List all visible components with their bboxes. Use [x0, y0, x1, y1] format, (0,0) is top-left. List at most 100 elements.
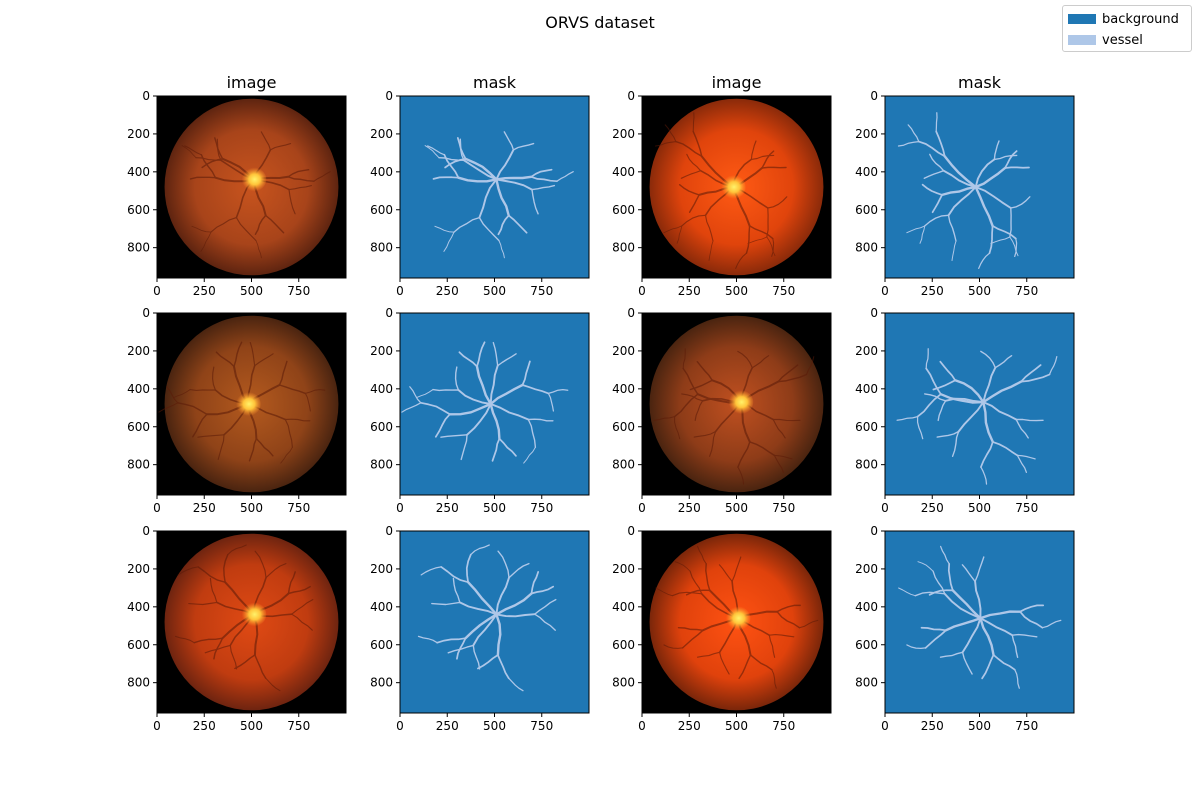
- x-tick-label: 500: [968, 284, 991, 298]
- panel-image: [157, 531, 346, 713]
- mask-background: [885, 96, 1074, 278]
- subplot-r2-c2: 0 250 500 750 0 200 400 600 800: [370, 306, 590, 515]
- x-tick-label: 750: [772, 719, 795, 733]
- panel-image: [400, 96, 589, 278]
- subplot-title: mask: [958, 73, 1002, 92]
- y-tick-label: 200: [612, 127, 635, 141]
- y-tick-label: 200: [127, 562, 150, 576]
- y-tick-label: 800: [855, 241, 878, 255]
- mask-vessels: [896, 348, 1058, 485]
- y-tick-label: 800: [855, 676, 878, 690]
- y-tick-label: 0: [385, 524, 393, 538]
- y-tick-label: 200: [855, 562, 878, 576]
- fundus-vessels: [655, 545, 819, 689]
- figure-title: ORVS dataset: [545, 13, 655, 32]
- subplot-r1-c1: image 0 250 500 750 0 200 400 600 800: [127, 73, 347, 298]
- optic-disc: [234, 392, 261, 416]
- x-tick-label: 0: [153, 501, 161, 515]
- y-tick-label: 400: [855, 382, 878, 396]
- x-tick-label: 0: [396, 719, 404, 733]
- x-tick-label: 500: [240, 719, 263, 733]
- y-tick-label: 800: [612, 241, 635, 255]
- panel-image: [885, 313, 1074, 495]
- y-tick-label: 400: [612, 165, 635, 179]
- mask-background: [400, 531, 589, 713]
- x-tick-label: 750: [530, 284, 553, 298]
- x-tick-label: 0: [396, 501, 404, 515]
- mask-vessels: [898, 545, 1062, 689]
- subplot-r2-c3: 0 250 500 750 0 200 400 600 800: [612, 306, 832, 515]
- panel-image: [642, 313, 831, 495]
- x-tick-label: 750: [287, 719, 310, 733]
- optic-disc: [240, 602, 267, 627]
- y-tick-label: 0: [142, 524, 150, 538]
- x-tick-label: 250: [193, 501, 216, 515]
- x-tick-label: 250: [921, 501, 944, 515]
- y-tick-label: 0: [870, 524, 878, 538]
- subplot-title: image: [712, 73, 762, 92]
- y-tick-label: 200: [127, 344, 150, 358]
- y-tick-label: 600: [855, 638, 878, 652]
- mask-background: [885, 313, 1074, 495]
- mask-vessels: [424, 131, 574, 259]
- y-tick-label: 200: [370, 127, 393, 141]
- y-tick-label: 600: [370, 203, 393, 217]
- y-tick-label: 0: [627, 306, 635, 320]
- mask-vessels: [417, 544, 557, 692]
- y-tick-label: 400: [370, 382, 393, 396]
- y-tick-label: 200: [127, 127, 150, 141]
- legend-label-background: background: [1102, 11, 1179, 27]
- x-tick-label: 500: [725, 719, 748, 733]
- y-tick-label: 400: [127, 600, 150, 614]
- y-tick-label: 400: [127, 165, 150, 179]
- optic-disc: [719, 175, 746, 199]
- panel-image: [642, 531, 831, 713]
- y-tick-label: 600: [370, 638, 393, 652]
- x-tick-label: 0: [881, 284, 889, 298]
- y-tick-label: 600: [612, 638, 635, 652]
- y-tick-label: 0: [870, 306, 878, 320]
- x-tick-label: 750: [1015, 284, 1038, 298]
- y-tick-label: 400: [612, 600, 635, 614]
- y-tick-label: 600: [127, 203, 150, 217]
- legend-item-background: background: [1068, 10, 1179, 28]
- y-tick-label: 800: [612, 676, 635, 690]
- x-tick-label: 500: [725, 501, 748, 515]
- x-tick-label: 500: [240, 284, 263, 298]
- y-tick-label: 400: [612, 382, 635, 396]
- optic-disc: [727, 390, 754, 415]
- x-tick-label: 250: [436, 284, 459, 298]
- panel-image: [885, 531, 1074, 713]
- subplot-r3-c3: 0 250 500 750 0 200 400 600 800: [612, 524, 832, 733]
- x-tick-label: 250: [678, 501, 701, 515]
- y-tick-label: 600: [612, 420, 635, 434]
- x-tick-label: 750: [1015, 719, 1038, 733]
- x-tick-label: 250: [678, 719, 701, 733]
- y-tick-label: 400: [370, 165, 393, 179]
- y-tick-label: 0: [627, 524, 635, 538]
- legend-swatch-vessel: [1068, 35, 1096, 45]
- y-tick-label: 600: [855, 203, 878, 217]
- y-tick-label: 600: [127, 420, 150, 434]
- x-tick-label: 500: [968, 719, 991, 733]
- x-tick-label: 250: [436, 719, 459, 733]
- panel-image: [642, 96, 831, 278]
- x-tick-label: 750: [772, 284, 795, 298]
- x-tick-label: 750: [530, 719, 553, 733]
- fundus-vessels: [174, 544, 314, 692]
- y-tick-label: 600: [370, 420, 393, 434]
- subplot-r3-c1: 0 250 500 750 0 200 400 600 800: [127, 524, 347, 733]
- y-tick-label: 200: [855, 127, 878, 141]
- y-tick-label: 400: [855, 165, 878, 179]
- x-tick-label: 250: [193, 719, 216, 733]
- subplot-r1-c2: mask 0 250 500 750 0 200 400 600 800: [370, 73, 590, 298]
- optic-disc: [724, 606, 751, 631]
- x-tick-label: 500: [725, 284, 748, 298]
- panel-image: [885, 96, 1074, 278]
- legend-swatch-background: [1068, 14, 1096, 24]
- x-tick-label: 500: [483, 284, 506, 298]
- y-tick-label: 0: [385, 89, 393, 103]
- fundus-vessels: [653, 348, 815, 485]
- y-tick-label: 800: [127, 458, 150, 472]
